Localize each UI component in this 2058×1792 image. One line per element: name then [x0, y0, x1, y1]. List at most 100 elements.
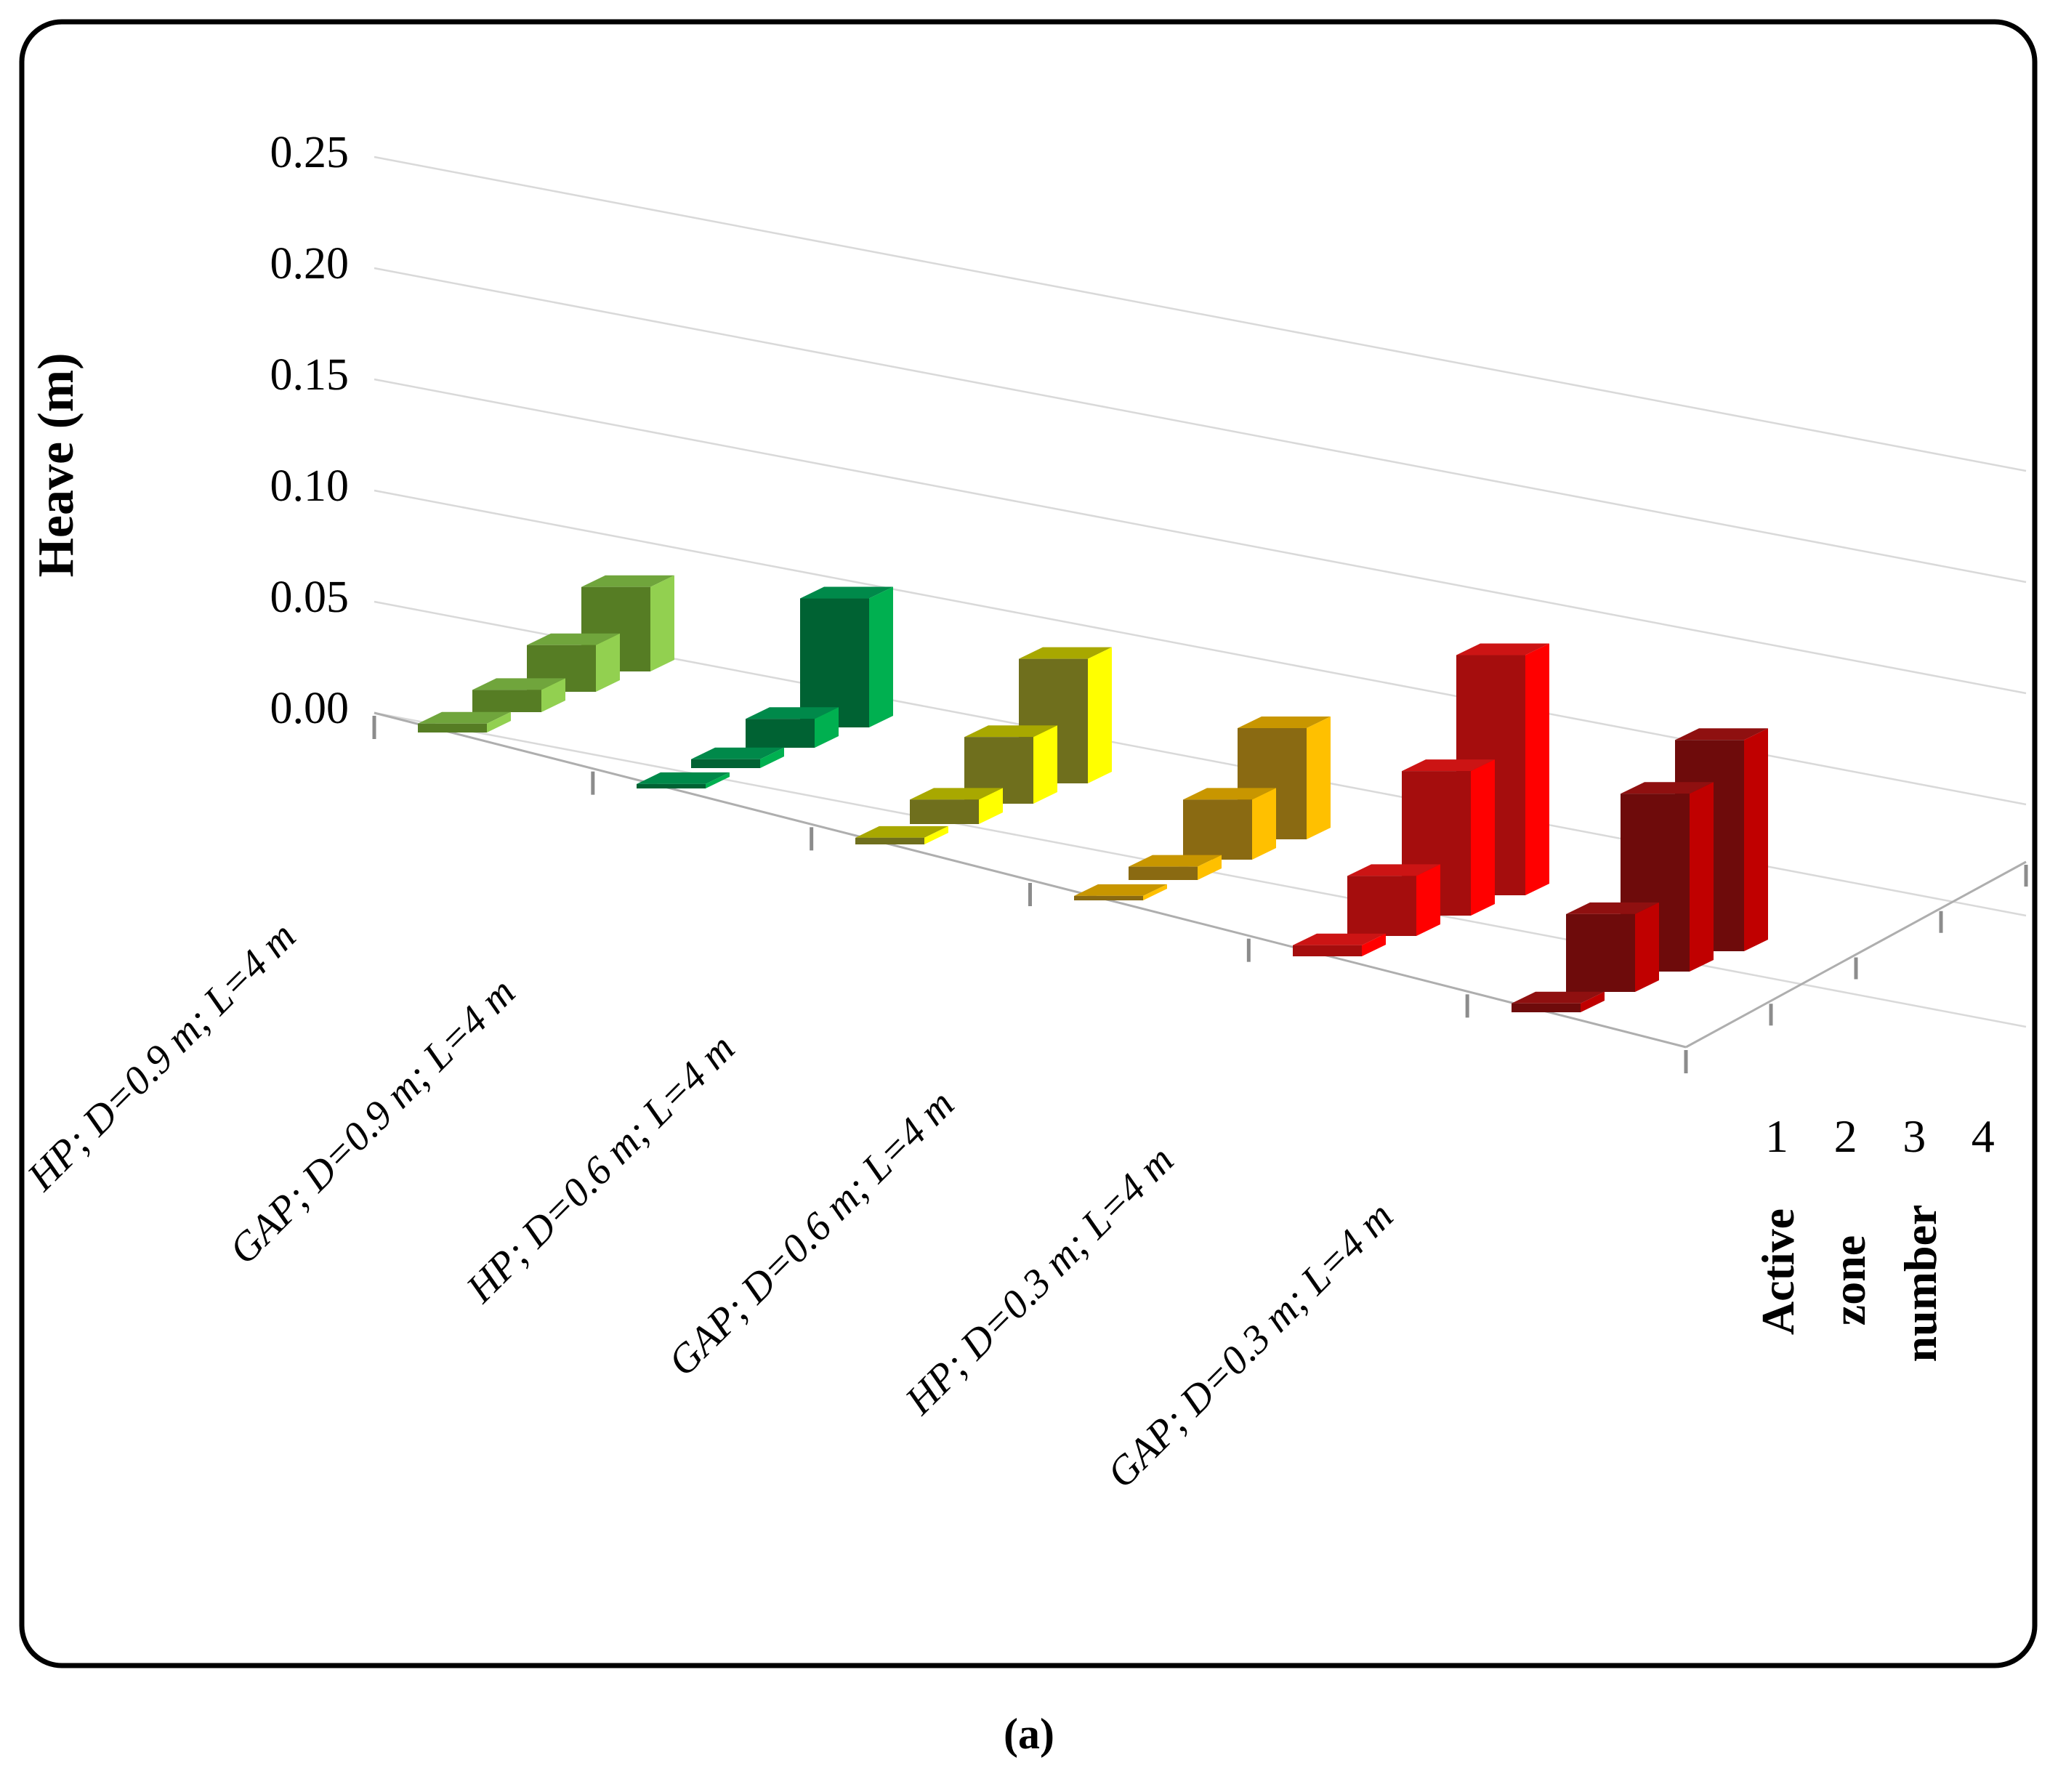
bars: [418, 575, 1768, 1012]
bar-side-face: [869, 586, 893, 727]
axis-ticks: [372, 716, 2028, 1073]
bar-side-face: [1307, 717, 1331, 839]
bar-front-face: [691, 759, 760, 768]
bar-hp-d03-zone1: [1293, 933, 1386, 956]
depth-axis-line: [1685, 860, 2027, 1049]
bar-side-face: [1088, 647, 1112, 783]
bar-gap-d06-zone3: [1183, 788, 1276, 860]
y-tick-label-0.10: 0.10: [270, 461, 350, 511]
bar-top-face: [1238, 717, 1331, 728]
bar-cluster-gap-d03: [1512, 728, 1768, 1012]
bar-side-face: [979, 788, 1003, 824]
bar-hp-d06-zone3: [964, 725, 1057, 804]
bar-front-face: [472, 690, 541, 712]
bar-hp-d09-zone2: [472, 678, 565, 712]
bar-cluster-hp-d03: [1293, 643, 1549, 956]
y-tick-label-0.15: 0.15: [270, 350, 350, 400]
bar-top-face: [1074, 884, 1167, 896]
bar-side-face: [760, 747, 784, 768]
gridline-0.25: [374, 156, 2027, 472]
bar-top-face: [910, 788, 1003, 800]
y-tick-label-0.05: 0.05: [270, 573, 350, 622]
zone-label-1: 1: [1765, 1110, 1788, 1162]
bar-hp-d03-zone2: [1347, 864, 1440, 936]
depth-axis-title: Active zone number: [1752, 1205, 1946, 1363]
bar-front-face: [1129, 866, 1198, 880]
bar-side-face: [1690, 782, 1714, 972]
bar-top-face: [746, 707, 839, 719]
bar-front-face: [637, 783, 706, 788]
bar-side-face: [1471, 759, 1495, 916]
bar-cluster-hp-d06: [855, 647, 1112, 844]
bar-gap-d06-zone1: [1074, 884, 1167, 900]
depth-title-word-1: Active: [1752, 1208, 1804, 1335]
bar-top-face: [418, 711, 511, 724]
bar-hp-d06-zone1: [855, 826, 948, 844]
bar-gap-d09-zone3: [746, 707, 839, 748]
bar-side-face: [1198, 855, 1222, 880]
bar-top-face: [1347, 864, 1440, 876]
y-axis-title: Heave (m): [28, 352, 84, 577]
bar-gap-d06-zone2: [1129, 855, 1222, 880]
bar-gap-d09-zone1: [637, 772, 730, 788]
bar-top-face: [1621, 782, 1714, 794]
bar-side-face: [1581, 991, 1605, 1012]
subfigure-caption: (a): [1004, 1710, 1054, 1758]
bar-side-face: [1252, 788, 1276, 860]
bar-cluster-gap-d06: [1074, 717, 1331, 900]
bar-top-face: [472, 678, 565, 690]
bar-gap-d09-zone2: [691, 747, 784, 768]
bar-top-face: [1675, 728, 1768, 740]
bar-side-face: [1033, 725, 1057, 804]
y-tick-label-0.20: 0.20: [270, 239, 350, 288]
bar-top-face: [1129, 855, 1222, 867]
bar-top-face: [581, 575, 674, 587]
y-tick-label-0.25: 0.25: [270, 128, 350, 177]
zone-label-3: 3: [1902, 1110, 1926, 1162]
bar-side-face: [1635, 902, 1659, 992]
gridline-0.20: [374, 267, 2027, 584]
bar-top-face: [1402, 759, 1495, 772]
bar-side-face: [706, 772, 730, 788]
bar-side-face: [650, 575, 674, 671]
bar-top-face: [1512, 991, 1605, 1004]
bar-hp-d06-zone2: [910, 788, 1003, 824]
figure-border: [19, 19, 2038, 1668]
bar-top-face: [964, 725, 1057, 738]
gridline-0.15: [374, 378, 2027, 695]
bar-cluster-gap-d09: [637, 586, 893, 788]
bar-side-face: [924, 826, 948, 844]
y-tick-label-0.00: 0.00: [270, 684, 350, 733]
zone-label-4: 4: [1972, 1110, 1995, 1162]
y-axis-labels: 0.25 0.20 0.15 0.10 0.05 0.00: [270, 128, 350, 733]
bar-side-face: [1525, 643, 1549, 895]
bar-side-face: [487, 711, 511, 732]
bar-side-face: [596, 633, 620, 692]
bar-top-face: [691, 747, 784, 759]
bar-hp-d09-zone1: [418, 711, 511, 732]
bar-side-face: [815, 707, 839, 748]
bar-front-face: [910, 799, 979, 824]
bar-top-face: [1293, 933, 1386, 945]
bar-top-face: [1566, 902, 1659, 914]
depth-title-word-2: zone: [1823, 1235, 1875, 1325]
bar-front-face: [1293, 945, 1362, 956]
bar-gap-d03-zone1: [1512, 991, 1605, 1012]
depth-title-word-3: number: [1894, 1205, 1946, 1363]
bar-front-face: [746, 719, 815, 748]
bar-front-face: [418, 723, 487, 732]
bar-top-face: [637, 772, 730, 784]
bar-front-face: [1566, 913, 1635, 992]
bar-front-face: [855, 837, 924, 844]
bar-top-face: [855, 826, 948, 838]
bar-top-face: [1456, 643, 1549, 655]
bar-top-face: [1183, 788, 1276, 800]
bar-front-face: [1512, 1003, 1581, 1012]
bar-gap-d03-zone2: [1566, 902, 1659, 992]
bar-front-face: [1074, 895, 1143, 900]
bar-cluster-hp-d09: [418, 575, 674, 732]
bar-top-face: [1019, 647, 1112, 659]
